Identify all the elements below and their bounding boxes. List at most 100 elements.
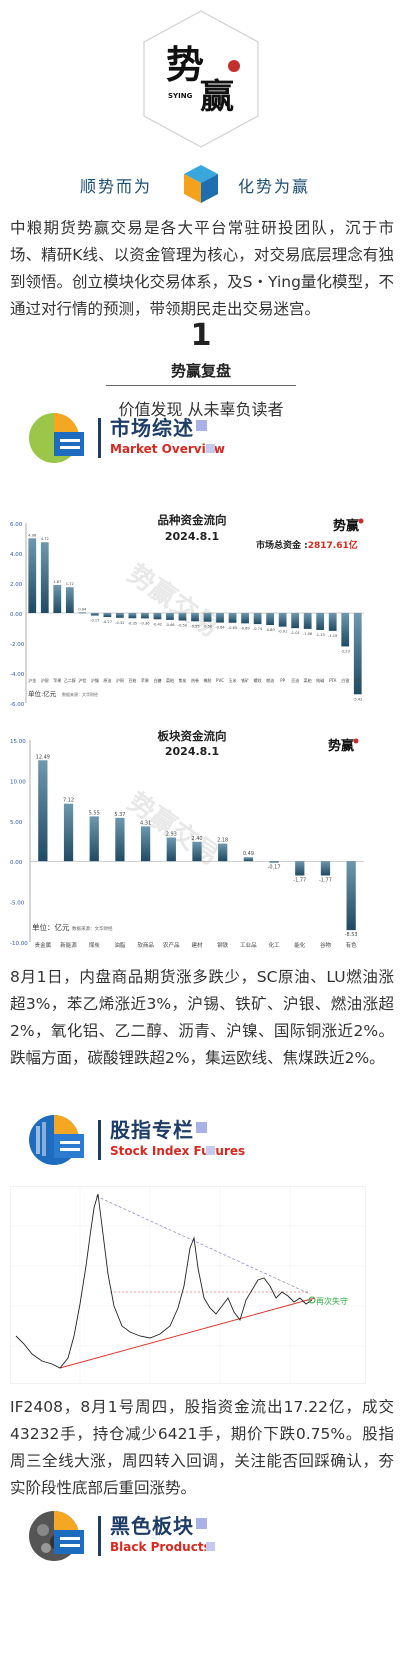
total-funds-label: 市场总资金 :2817.61亿 (256, 539, 358, 551)
x-tick-label: 软商品 (137, 941, 154, 948)
section-title-cn: 黑色板块 (110, 1514, 194, 1538)
x-tick-label: 贵金属 (35, 941, 52, 948)
x-tick-label: 铁矿 (241, 677, 249, 683)
y-tick-label: 4.00 (10, 552, 23, 558)
deco-square (206, 1542, 215, 1551)
data-label: -1.77 (293, 878, 306, 884)
chart-subtitle: 2024.8.1 (165, 745, 219, 758)
unit-label: 单位:亿元 (28, 689, 57, 698)
chart-title: 品种资金流向 (158, 513, 227, 527)
bar (153, 613, 162, 620)
bar (166, 837, 176, 862)
x-tick-label: 原油 (103, 677, 111, 683)
section-title-cn: 市场综述 (110, 416, 194, 440)
x-tick-label: 能化 (294, 941, 306, 948)
section-title-en: Stock Index Futures (110, 1144, 246, 1158)
data-label: 4.31 (140, 820, 151, 826)
x-tick-label: 钢铁 (217, 941, 229, 948)
bar (65, 587, 74, 613)
section-accent-bar (98, 1120, 101, 1160)
x-tick-label: 白糖 (153, 677, 161, 683)
data-label: -1.01 (290, 631, 299, 635)
deco-square (206, 1146, 215, 1155)
chart-subtitle: 2024.8.1 (165, 530, 219, 543)
y-tick-label: 5.00 (10, 820, 23, 826)
chart-brand-mark: 势赢 (333, 518, 359, 534)
section-title-cn: 股指专栏 (110, 1118, 194, 1142)
x-tick-label: 乙二醇 (64, 677, 76, 683)
x-tick-label: PP (280, 678, 285, 683)
bar (303, 613, 312, 629)
y-tick-label: -4.00 (10, 672, 25, 678)
data-label: -0.65 (228, 626, 237, 630)
y-tick-label: 0.00 (10, 860, 23, 866)
x-tick-label: 苹果 (141, 677, 149, 683)
data-label: -1.13 (316, 633, 325, 637)
deco-square (196, 1518, 207, 1529)
black-products-section-icon (29, 1511, 84, 1561)
cube-icon (184, 165, 218, 203)
x-tick-label: 沪铜 (116, 677, 124, 683)
data-label: 2.93 (166, 832, 177, 838)
y-tick-label: 6.00 (10, 522, 23, 528)
data-label: -0.69 (240, 626, 250, 630)
x-tick-label: 建材 (191, 941, 203, 948)
section-title-en: Black Products (110, 1540, 211, 1554)
bar (218, 843, 228, 862)
data-label: 12.49 (36, 754, 50, 760)
section-accent-bar (98, 418, 101, 458)
data-label: 1.72 (66, 582, 74, 586)
index-futures-kline-chart: 再次失守 (9, 1185, 367, 1385)
chart-title: 板块资金流向 (158, 729, 227, 743)
bar (253, 613, 262, 625)
bar (78, 612, 87, 614)
data-label: 5.37 (114, 812, 125, 818)
bar (28, 538, 37, 613)
x-tick-label: PTA (329, 678, 337, 683)
fund-flow-by-sector-chart: 势赢交易 板块资金流向 2024.8.1 势赢 15.00 10.00 5.00 0.00 -5… (8, 726, 366, 948)
x-tick-label: 沪深 (354, 677, 362, 683)
data-label: -0.58 (203, 625, 213, 629)
stock-section-icon (29, 1115, 84, 1165)
fund-flow-by-contract-chart: 势赢交易 品种资金流向 2024.8.1 势赢 市场总资金 :2817.61亿 6.00 4… (8, 508, 366, 716)
bar (140, 826, 151, 862)
data-label: -0.55 (190, 624, 199, 628)
section-title-en: Market Overview (110, 442, 225, 456)
source-label: 数据来源：文华财经 (62, 691, 98, 697)
data-label: -5.42 (353, 697, 362, 701)
y-tick-label: -2.00 (10, 642, 25, 648)
review-divider (106, 385, 296, 386)
y-tick-label: 2.00 (10, 582, 23, 588)
x-tick-label: PVC (216, 678, 224, 683)
x-tick-label: 螺纹 (254, 677, 262, 683)
x-tick-label: 工业品 (240, 941, 257, 948)
data-label: -0.17 (90, 619, 99, 623)
y-tick-label: 10.00 (10, 779, 26, 785)
deco-square (196, 1122, 207, 1133)
brand-en-text: SYING (168, 92, 193, 100)
slogan-bar: 顺势而为 化势为赢 (0, 163, 402, 203)
y-tick-label: -5.00 (10, 901, 25, 907)
data-label: 5.55 (89, 810, 100, 816)
bar (89, 816, 99, 862)
data-label: 0.49 (243, 851, 254, 857)
bar (320, 861, 331, 876)
review-title: 势赢复盘 (170, 362, 231, 380)
x-tick-label: 菜粕 (304, 677, 312, 683)
x-tick-label: 谷物 (320, 941, 332, 948)
x-tick-label: 化工 (269, 941, 281, 948)
section-header-market: 市场综述 Market Overview (28, 410, 388, 466)
x-tick-label: 新能源 (60, 941, 77, 948)
data-label: 0.04 (78, 607, 87, 611)
bar (353, 613, 362, 695)
x-tick-label: 有色 (346, 941, 358, 948)
bar (141, 613, 149, 619)
bar (178, 613, 187, 621)
x-tick-label: 玉米 (229, 677, 237, 683)
bar (269, 861, 279, 863)
kline-svg: 再次失守 (9, 1185, 367, 1385)
bar (291, 613, 300, 629)
x-tick-label: 沪银 (41, 677, 49, 683)
